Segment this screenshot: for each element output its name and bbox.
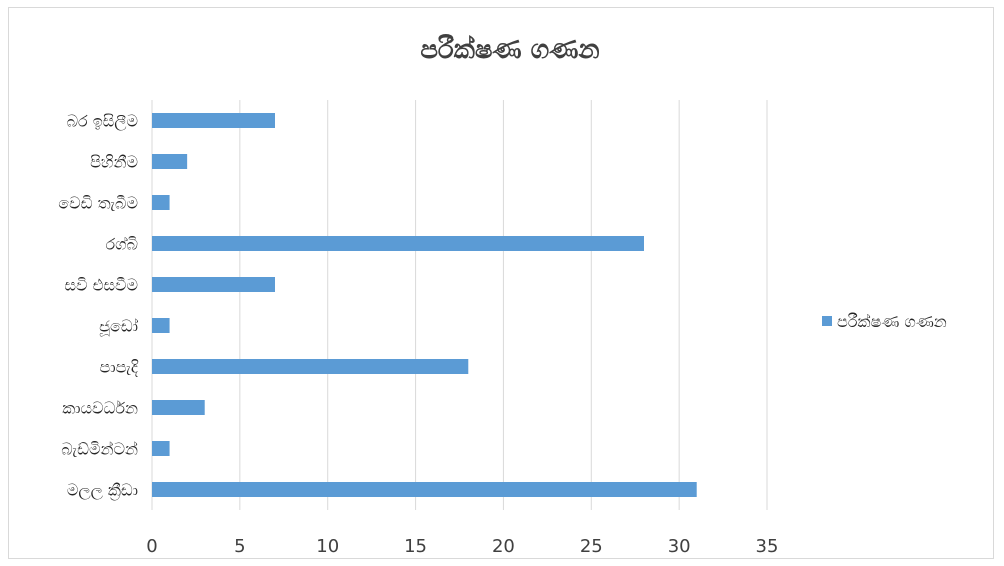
bar [152, 195, 170, 210]
bar [152, 441, 170, 456]
category-labels: බර ඉසිලීම පිහිනීම වෙඩි තැබීම රග්බි සවි එසවීම… [58, 112, 139, 501]
category-label: ජූඩෝ [99, 317, 138, 337]
legend: පරීක්ෂණ ගණන [822, 312, 947, 331]
bar [152, 318, 170, 333]
bar [152, 359, 469, 374]
bar [152, 482, 697, 497]
legend-label: පරීක්ෂණ ගණන [837, 312, 947, 331]
category-label: පාපැදි [100, 358, 139, 377]
grid-layer [151, 100, 768, 510]
x-tick-label: 15 [404, 536, 427, 557]
bars-layer [152, 113, 697, 497]
category-label: මලල ක්‍රීඩා [67, 481, 138, 501]
category-label: රග්බි [105, 235, 138, 254]
bar [152, 400, 205, 415]
bar [152, 154, 188, 169]
chart-title: පරීක්ෂණ ගණන [420, 34, 599, 65]
x-tick-label: 35 [756, 536, 779, 557]
x-tick-label: 10 [316, 536, 339, 557]
bar [152, 113, 275, 128]
x-tick-label: 20 [492, 536, 515, 557]
x-tick-label: 25 [580, 536, 603, 557]
category-label: සවි එසවීම [65, 276, 138, 295]
category-label: වෙඩි තැබීම [58, 194, 138, 213]
x-tick-label: 0 [146, 536, 157, 557]
x-tick-label: 5 [234, 536, 245, 557]
legend-swatch [822, 316, 832, 326]
category-label: පිහිනීම [90, 153, 138, 172]
bar [152, 277, 275, 292]
x-axis-tick-labels: 0 5 10 15 20 25 30 35 [146, 536, 778, 557]
category-label: කායවර්ධන [62, 399, 138, 418]
category-label: බර ඉසිලීම [67, 112, 138, 132]
x-tick-label: 30 [668, 536, 691, 557]
category-label: බැඩ්මින්ටන් [61, 440, 138, 459]
bar [152, 236, 644, 251]
